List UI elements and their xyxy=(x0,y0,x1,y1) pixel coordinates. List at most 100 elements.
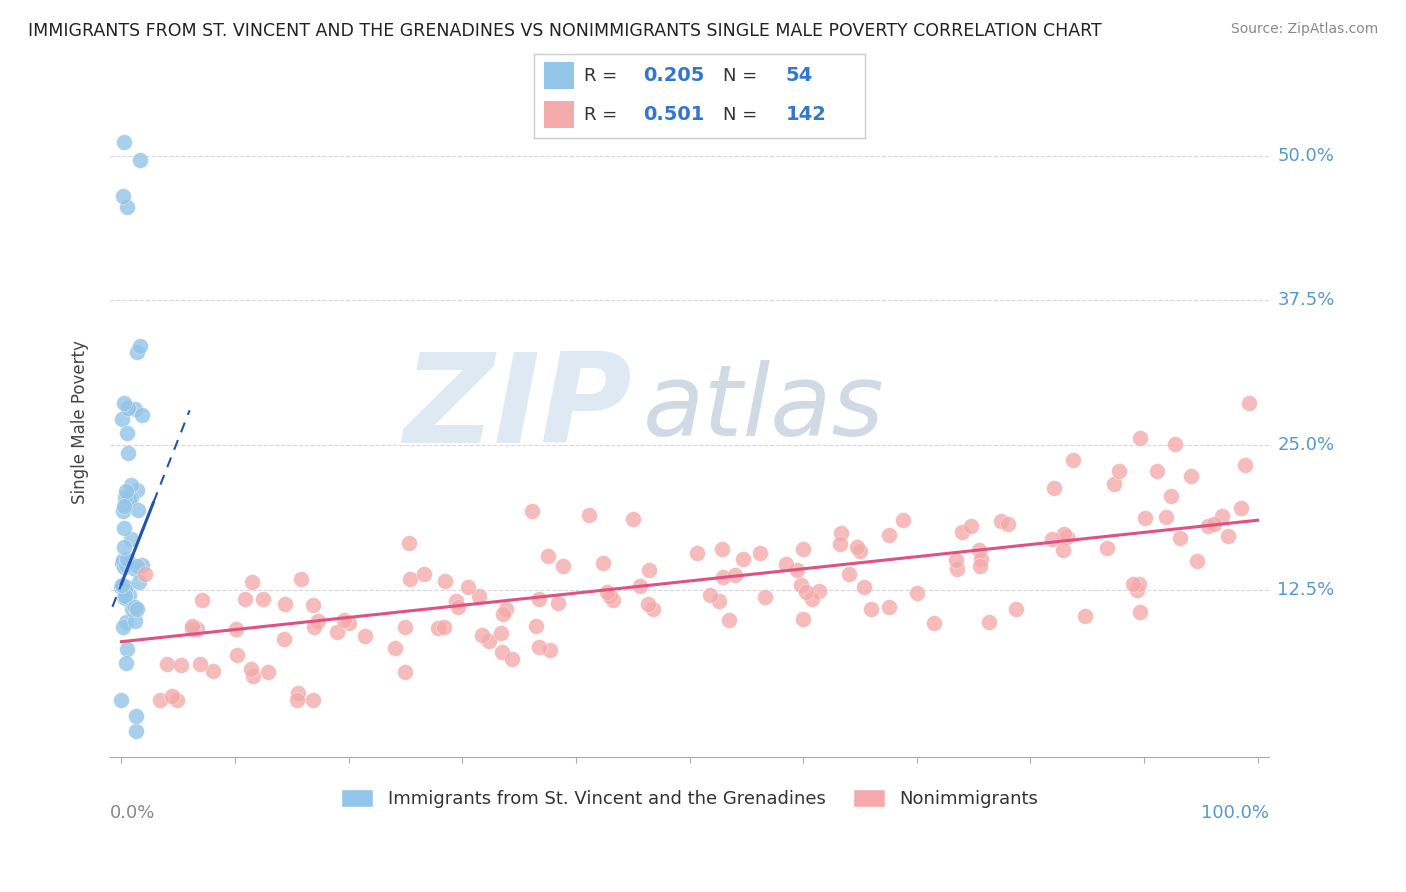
Point xyxy=(225,622,247,636)
Point xyxy=(970,551,993,566)
Point xyxy=(149,692,172,706)
Point xyxy=(592,556,614,570)
Point xyxy=(112,590,135,604)
Point xyxy=(162,689,184,703)
Point xyxy=(491,645,513,659)
Point xyxy=(114,490,136,504)
Point xyxy=(285,692,308,706)
Point xyxy=(398,536,420,550)
Text: Source: ZipAtlas.com: Source: ZipAtlas.com xyxy=(1230,22,1378,37)
Point xyxy=(599,589,621,603)
Point xyxy=(602,592,624,607)
Point xyxy=(1211,509,1233,524)
Point xyxy=(838,566,860,581)
Point xyxy=(501,652,523,666)
Point xyxy=(353,629,375,643)
Point xyxy=(846,540,869,554)
Point xyxy=(997,516,1019,531)
Text: N =: N = xyxy=(723,105,762,123)
Point xyxy=(1239,396,1261,410)
Point xyxy=(114,591,136,605)
Point xyxy=(775,558,797,572)
Point xyxy=(120,478,142,492)
Point xyxy=(1233,458,1256,473)
Point xyxy=(115,200,138,214)
Point xyxy=(125,483,148,498)
Legend: Immigrants from St. Vincent and the Grenadines, Nonimmigrants: Immigrants from St. Vincent and the Gren… xyxy=(333,781,1046,815)
Point xyxy=(131,558,153,572)
Point xyxy=(686,546,709,560)
Text: 54: 54 xyxy=(786,66,813,85)
Text: 37.5%: 37.5% xyxy=(1278,292,1334,310)
Point xyxy=(1160,489,1182,503)
Point xyxy=(830,526,852,541)
Text: 0.501: 0.501 xyxy=(644,105,704,124)
Point xyxy=(1095,541,1118,555)
Text: atlas: atlas xyxy=(643,360,884,457)
Y-axis label: Single Male Poverty: Single Male Poverty xyxy=(72,340,89,504)
Point xyxy=(1146,464,1168,478)
Point xyxy=(117,446,139,460)
Point xyxy=(124,402,146,417)
Point xyxy=(427,621,450,635)
Point xyxy=(1043,482,1066,496)
Point xyxy=(166,692,188,706)
Point xyxy=(181,619,204,633)
Point xyxy=(538,643,561,657)
Point xyxy=(489,625,512,640)
Point xyxy=(273,597,295,611)
Point xyxy=(1180,469,1202,483)
Text: IMMIGRANTS FROM ST. VINCENT AND THE GRENADINES VS NONIMMIGRANTS SINGLE MALE POVE: IMMIGRANTS FROM ST. VINCENT AND THE GREN… xyxy=(28,22,1102,40)
Point xyxy=(977,615,1000,629)
Text: 25.0%: 25.0% xyxy=(1278,436,1334,454)
Point xyxy=(1052,543,1074,558)
Text: 0.0%: 0.0% xyxy=(110,805,156,822)
Point xyxy=(1040,532,1063,546)
Point xyxy=(111,504,134,518)
Point xyxy=(110,693,132,707)
Point xyxy=(239,662,262,676)
Point xyxy=(125,709,148,723)
Point xyxy=(117,401,139,415)
Point xyxy=(1129,431,1152,445)
Point xyxy=(115,656,138,670)
Point xyxy=(718,613,741,627)
Point xyxy=(754,590,776,604)
Point xyxy=(800,592,823,607)
Point xyxy=(830,537,852,551)
Point xyxy=(950,524,973,539)
Point xyxy=(792,612,814,626)
Point xyxy=(111,556,134,570)
Point xyxy=(394,619,416,633)
Point xyxy=(252,591,274,606)
Point xyxy=(699,588,721,602)
Point xyxy=(1230,501,1253,516)
Point xyxy=(131,408,153,422)
Point xyxy=(578,508,600,522)
Point xyxy=(1104,477,1126,491)
Point xyxy=(860,602,883,616)
Point xyxy=(124,614,146,628)
Point xyxy=(257,665,280,680)
Point xyxy=(117,551,139,566)
Point xyxy=(301,692,323,706)
Point xyxy=(112,560,135,574)
Point xyxy=(551,559,574,574)
Point xyxy=(468,589,491,603)
Point xyxy=(307,614,329,628)
Point xyxy=(1053,527,1076,541)
Text: 100.0%: 100.0% xyxy=(1201,805,1270,822)
Point xyxy=(114,615,136,629)
Point xyxy=(637,563,659,577)
Point xyxy=(621,512,644,526)
Point xyxy=(945,552,967,566)
Point xyxy=(447,600,470,615)
Text: 50.0%: 50.0% xyxy=(1278,147,1334,165)
Point xyxy=(848,544,870,558)
Point xyxy=(233,592,256,607)
Point xyxy=(807,583,830,598)
Point xyxy=(547,596,569,610)
Point xyxy=(792,541,814,556)
Point xyxy=(1128,577,1150,591)
Point xyxy=(111,553,134,567)
